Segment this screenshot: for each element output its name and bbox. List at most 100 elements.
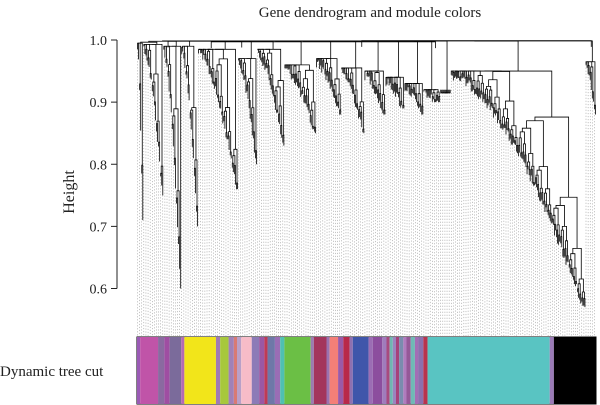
module-color-segment bbox=[549, 337, 554, 404]
dendrogram-branch bbox=[214, 48, 236, 150]
dendrogram-branch bbox=[492, 107, 495, 118]
module-color-segment bbox=[241, 337, 252, 404]
dendrogram-branch bbox=[160, 165, 164, 196]
dendrogram-branch bbox=[495, 110, 497, 116]
dendrogram-branch bbox=[219, 101, 222, 109]
dendrogram-branch bbox=[171, 45, 182, 289]
dendrogram-branch bbox=[477, 75, 483, 84]
module-color-segment bbox=[259, 337, 265, 404]
dendrogram-branch bbox=[528, 153, 534, 167]
dendrogram-branch bbox=[554, 223, 556, 236]
dendrogram-branch bbox=[282, 134, 285, 146]
dendrogram-branch bbox=[573, 267, 577, 282]
dendrogram-branch bbox=[297, 71, 301, 83]
dendrogram-branch bbox=[516, 145, 518, 154]
dendrogram-branch bbox=[204, 53, 207, 62]
dendrogram-branch bbox=[356, 103, 358, 110]
dendrogram-branch bbox=[482, 92, 485, 102]
dendrogram-branch bbox=[543, 200, 546, 212]
dendrogram-branch bbox=[240, 60, 243, 74]
dendrogram-branch bbox=[480, 82, 484, 93]
y-tick-label: 0.9 bbox=[90, 96, 108, 111]
dendrogram-branch bbox=[307, 103, 310, 114]
dendrogram-branch bbox=[168, 64, 172, 95]
module-color-segment bbox=[382, 337, 387, 404]
dendrogram-cluster-merge bbox=[303, 40, 357, 68]
dendrogram-branch bbox=[497, 108, 501, 121]
dendrogram-branch bbox=[265, 48, 282, 81]
dendrogram-branch bbox=[292, 64, 310, 71]
dendrogram-branch bbox=[539, 187, 543, 193]
module-color-segment bbox=[403, 337, 407, 404]
module-color-segment bbox=[251, 337, 260, 404]
dendrogram-branch bbox=[326, 71, 329, 83]
dendrogram-branch bbox=[497, 111, 500, 123]
dendrogram-branch bbox=[587, 65, 590, 76]
color-row-label: Dynamic tree cut bbox=[0, 364, 104, 380]
dendrogram-branch bbox=[429, 89, 432, 98]
dendrogram-branch bbox=[474, 89, 476, 95]
dendrogram-branch bbox=[229, 151, 232, 159]
dendrogram-branch bbox=[431, 96, 434, 102]
dendrogram-branch bbox=[414, 83, 420, 94]
dendrogram-branch bbox=[465, 76, 468, 86]
dendrogram-branch bbox=[372, 85, 375, 94]
dendrogram-branch bbox=[372, 70, 384, 95]
dendrogram-branch bbox=[577, 283, 581, 295]
module-color-segment bbox=[392, 337, 396, 404]
dendrogram-branch bbox=[391, 83, 394, 94]
dendrogram-branch bbox=[484, 70, 553, 118]
dendrogram-branch bbox=[225, 132, 228, 140]
dendrogram-branch bbox=[141, 164, 144, 221]
dendrogram-branch bbox=[223, 116, 226, 129]
module-color-segment bbox=[389, 337, 393, 404]
dendrogram-branch bbox=[565, 240, 568, 256]
dendrogram-branch bbox=[324, 58, 338, 79]
dendrogram-branch bbox=[349, 78, 352, 89]
dendrogram-branch bbox=[309, 115, 312, 126]
dendrogram-branch bbox=[522, 143, 526, 156]
dendrogram-branch bbox=[377, 89, 380, 104]
dendrogram-branch bbox=[381, 101, 384, 114]
dendrogram-branch bbox=[299, 82, 302, 97]
dendrogram-branch bbox=[575, 281, 577, 286]
module-color-segment bbox=[164, 337, 170, 404]
dendrogram-branch bbox=[244, 75, 247, 93]
dendrogram-branch bbox=[490, 102, 493, 109]
dendrogram-branch bbox=[185, 71, 188, 79]
dendrogram-branch bbox=[358, 109, 361, 119]
module-color-segment bbox=[140, 337, 159, 404]
module-color-segment bbox=[220, 337, 229, 404]
dendrogram-branch bbox=[265, 63, 268, 69]
dendrogram-branch bbox=[493, 103, 497, 111]
dendrogram-branch bbox=[539, 192, 542, 202]
dendrogram-branch bbox=[160, 172, 163, 186]
dendrogram-branch bbox=[518, 144, 521, 157]
dendrogram-branch bbox=[559, 196, 578, 249]
dendrogram-branch bbox=[501, 123, 504, 130]
dendrogram-branch bbox=[196, 205, 198, 227]
dendrogram-cluster-merge bbox=[430, 40, 519, 72]
module-color-segment bbox=[233, 337, 238, 404]
dendrogram-branch bbox=[353, 94, 356, 107]
module-color-segment bbox=[237, 337, 242, 404]
dendrogram-branch bbox=[328, 72, 331, 89]
dendrogram-branch bbox=[484, 94, 487, 104]
dendrogram-cluster-merge bbox=[396, 40, 433, 90]
dendrogram-branch bbox=[354, 89, 358, 104]
dendrogram-branch bbox=[467, 74, 470, 83]
dendrogram-branch bbox=[381, 94, 385, 111]
dendrogram-branch bbox=[551, 218, 554, 225]
dendrogram-branch bbox=[176, 197, 178, 228]
dendrogram-branch bbox=[396, 84, 398, 94]
dendrogram-branch bbox=[577, 288, 580, 298]
dendrogram-branch bbox=[255, 150, 257, 165]
dendrogram-branch bbox=[358, 106, 362, 113]
dendrogram-branch bbox=[518, 137, 522, 153]
y-tick-label: 1.0 bbox=[90, 34, 108, 49]
module-color-segment bbox=[368, 337, 373, 404]
dendrogram-branch bbox=[364, 70, 367, 81]
dendrogram-branch bbox=[419, 103, 422, 112]
dendrogram-branch bbox=[417, 101, 420, 109]
dendrogram-branch bbox=[545, 204, 548, 213]
